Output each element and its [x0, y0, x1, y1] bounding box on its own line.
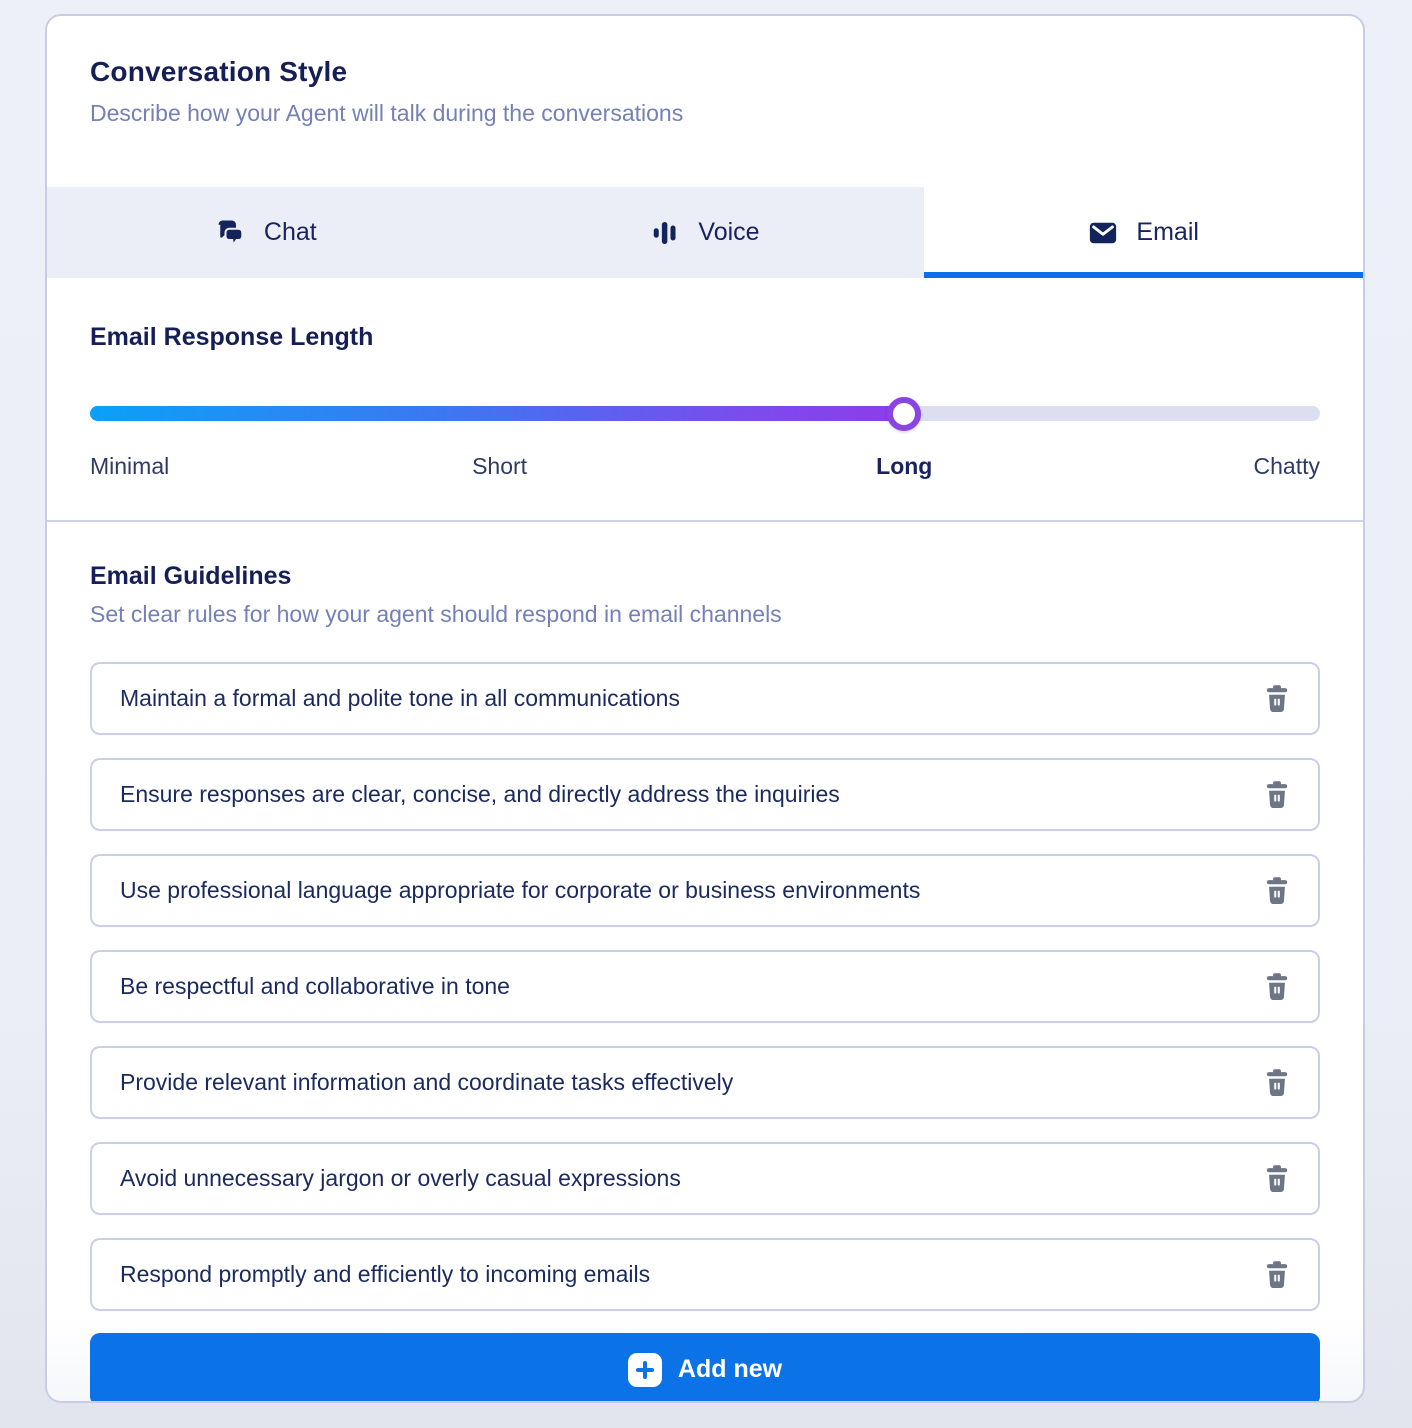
tab-email[interactable]: Email — [924, 187, 1363, 278]
response-length-slider[interactable] — [90, 396, 1320, 431]
delete-guideline-button[interactable] — [1260, 1162, 1294, 1196]
chat-bubbles-icon — [216, 218, 246, 248]
guideline-text: Be respectful and collaborative in tone — [120, 973, 510, 999]
panel-header: Conversation Style Describe how your Age… — [47, 16, 1363, 127]
trash-icon — [1266, 1164, 1288, 1192]
guidelines-title: Email Guidelines — [90, 562, 292, 590]
trash-icon — [1266, 1260, 1288, 1288]
trash-icon — [1266, 972, 1288, 1000]
tab-voice[interactable]: Voice — [485, 187, 925, 278]
add-new-guideline-button[interactable]: Add new — [90, 1333, 1320, 1401]
guideline-row[interactable]: Respond promptly and efficiently to inco… — [90, 1238, 1320, 1311]
guideline-row[interactable]: Use professional language appropriate fo… — [90, 854, 1320, 927]
add-new-label: Add new — [677, 1355, 783, 1383]
delete-guideline-button[interactable] — [1260, 682, 1294, 716]
plus-icon — [627, 1352, 662, 1387]
slider-thumb[interactable] — [887, 396, 922, 431]
response-length-title: Email Response Length — [90, 323, 374, 351]
guideline-row[interactable]: Be respectful and collaborative in tone — [90, 950, 1320, 1023]
slider-filled-track — [90, 406, 905, 421]
tab-chat-label: Chat — [263, 218, 317, 246]
guideline-text: Respond promptly and efficiently to inco… — [120, 1261, 651, 1287]
tab-email-label: Email — [1136, 218, 1199, 246]
trash-icon — [1266, 780, 1288, 808]
envelope-icon — [1088, 218, 1118, 248]
guideline-list: Maintain a formal and polite tone in all… — [90, 662, 1320, 1311]
delete-guideline-button[interactable] — [1260, 1066, 1294, 1100]
page-subtitle: Describe how your Agent will talk during… — [90, 100, 684, 126]
guideline-text: Ensure responses are clear, concise, and… — [120, 781, 840, 807]
guideline-text: Maintain a formal and polite tone in all… — [120, 685, 680, 711]
tab-voice-label: Voice — [698, 218, 760, 246]
tab-chat[interactable]: Chat — [47, 187, 486, 278]
guideline-row[interactable]: Avoid unnecessary jargon or overly casua… — [90, 1142, 1320, 1215]
trash-icon — [1266, 684, 1288, 712]
trash-icon — [1266, 1068, 1288, 1096]
email-response-length-section: Email Response Length Minimal Short Long… — [47, 323, 1363, 483]
slider-label-long[interactable]: Long — [876, 453, 933, 479]
guideline-text: Use professional language appropriate fo… — [120, 877, 921, 903]
guideline-row[interactable]: Ensure responses are clear, concise, and… — [90, 758, 1320, 831]
guideline-text: Provide relevant information and coordin… — [120, 1069, 734, 1095]
page-title: Conversation Style — [90, 56, 348, 87]
guideline-row[interactable]: Maintain a formal and polite tone in all… — [90, 662, 1320, 735]
delete-guideline-button[interactable] — [1260, 1258, 1294, 1292]
slider-label-short[interactable]: Short — [472, 453, 528, 479]
channel-tabs: Chat Voice Email — [47, 187, 1363, 278]
voice-waveform-icon — [650, 218, 680, 248]
section-divider — [47, 520, 1363, 522]
slider-label-chatty[interactable]: Chatty — [1253, 453, 1320, 479]
guideline-row[interactable]: Provide relevant information and coordin… — [90, 1046, 1320, 1119]
conversation-style-panel: Conversation Style Describe how your Age… — [45, 14, 1365, 1403]
guideline-text: Avoid unnecessary jargon or overly casua… — [120, 1165, 681, 1191]
delete-guideline-button[interactable] — [1260, 874, 1294, 908]
email-guidelines-section: Email Guidelines Set clear rules for how… — [47, 562, 1363, 1401]
trash-icon — [1266, 876, 1288, 904]
slider-labels: Minimal Short Long Chatty — [90, 453, 1320, 483]
guidelines-subtitle: Set clear rules for how your agent shoul… — [90, 601, 782, 627]
slider-label-minimal[interactable]: Minimal — [90, 453, 170, 479]
delete-guideline-button[interactable] — [1260, 778, 1294, 812]
delete-guideline-button[interactable] — [1260, 970, 1294, 1004]
